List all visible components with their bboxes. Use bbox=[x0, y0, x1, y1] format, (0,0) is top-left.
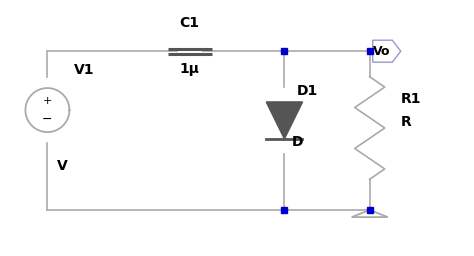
Text: −: − bbox=[42, 113, 53, 126]
Text: C1: C1 bbox=[180, 16, 200, 30]
Text: 1μ: 1μ bbox=[180, 62, 200, 76]
Text: V: V bbox=[57, 159, 68, 173]
Text: V1: V1 bbox=[73, 63, 94, 77]
Text: +: + bbox=[43, 96, 52, 106]
Text: Vo: Vo bbox=[373, 45, 391, 58]
Text: R1: R1 bbox=[401, 92, 421, 105]
Polygon shape bbox=[266, 102, 302, 138]
Text: D: D bbox=[292, 135, 303, 149]
Text: R: R bbox=[401, 115, 411, 129]
Text: D1: D1 bbox=[296, 84, 318, 98]
